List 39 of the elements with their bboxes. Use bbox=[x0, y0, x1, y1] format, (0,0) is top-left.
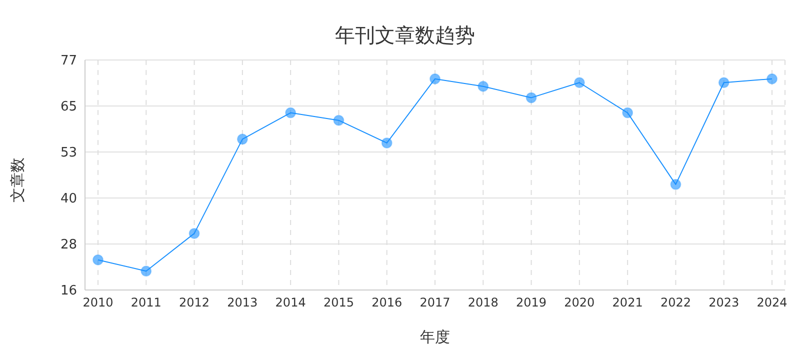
y-tick-label: 65 bbox=[60, 100, 77, 115]
y-axis-title: 文章数 bbox=[8, 158, 28, 202]
x-tick-label: 2012 bbox=[179, 296, 210, 310]
x-tick-label: 2018 bbox=[468, 296, 498, 310]
point bbox=[622, 107, 634, 118]
y-tick-label: 28 bbox=[60, 238, 77, 253]
point bbox=[140, 266, 152, 277]
x-tick-label: 2022 bbox=[660, 296, 691, 310]
point bbox=[285, 107, 296, 118]
x-tick-label: 2024 bbox=[756, 296, 788, 310]
x-axis-title: 年度 bbox=[419, 328, 451, 347]
point bbox=[430, 73, 440, 84]
point bbox=[333, 114, 344, 126]
point bbox=[670, 178, 682, 190]
point bbox=[381, 137, 392, 148]
y-tick-label: 16 bbox=[60, 284, 77, 299]
y-tick-label: 53 bbox=[60, 146, 77, 161]
x-tick-label: 2023 bbox=[708, 296, 740, 310]
x-tick-label: 2021 bbox=[612, 296, 643, 310]
x-tick-label: 2010 bbox=[82, 296, 114, 310]
point bbox=[526, 92, 537, 104]
y-tick-label: 77 bbox=[60, 54, 77, 69]
point bbox=[92, 254, 104, 266]
x-tick-label: 2015 bbox=[323, 296, 354, 310]
y-tick-label: 40 bbox=[60, 192, 77, 207]
point bbox=[188, 228, 200, 239]
point bbox=[478, 80, 489, 92]
x-tick-label: 2020 bbox=[564, 296, 595, 310]
x-tick-label: 2014 bbox=[275, 296, 306, 310]
x-tick-label: 2017 bbox=[420, 296, 450, 310]
chart-title: 年刊文章数趋势 bbox=[334, 22, 476, 49]
point bbox=[718, 77, 730, 88]
point bbox=[766, 73, 778, 84]
x-tick-label: 2011 bbox=[130, 296, 162, 310]
x-tick-label: 2019 bbox=[516, 296, 547, 310]
x-tick-label: 2016 bbox=[372, 296, 402, 310]
point bbox=[574, 77, 585, 88]
x-tick-label: 2013 bbox=[227, 296, 258, 310]
point bbox=[236, 134, 248, 145]
